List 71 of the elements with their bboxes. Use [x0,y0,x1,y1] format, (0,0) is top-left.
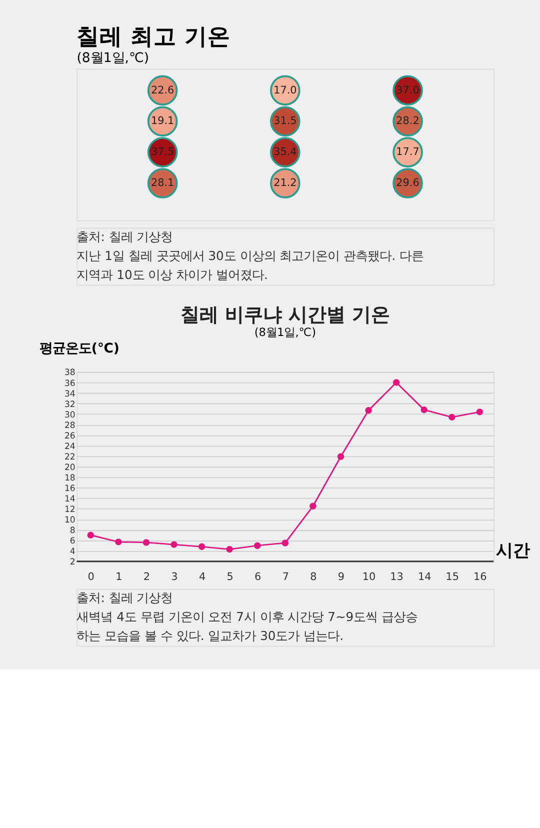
x-axis-title: 시간 [496,541,530,562]
data-label: 19.1 [150,115,174,128]
y-tick-label: 28 [64,420,76,431]
point [365,407,372,414]
x-tick-label: 10 [362,570,376,583]
point [310,502,316,510]
x-tick-label: 6 [254,570,262,583]
source-note: 출처: 칠레 기상청 [76,591,173,606]
y-tick-label: 14 [64,494,76,505]
data-label: 17.7 [396,146,420,158]
data-label: 31.5 [274,115,297,128]
point [87,532,94,538]
text: (8월1일,℃) [76,51,150,66]
y-tick-label: 4 [70,547,76,558]
chart-title: 칠레 비쿠냐 시간별 기온 [180,304,390,326]
y-tick-label: 10 [64,516,76,526]
y-tick-label: 38 [64,368,76,378]
y-tick-label: 36 [64,378,76,389]
y-tick-label: 24 [64,442,76,452]
text: 칠레 최고 기온 [76,24,231,50]
point [337,453,344,460]
x-tick-label: 1 [116,570,122,583]
y-axis-title: 평균온도(℃) [39,342,120,356]
point [198,543,206,550]
point [392,379,400,386]
x-tick-label: 15 [446,570,459,583]
data-label: 22.6 [150,84,174,96]
y-tick-label: 12 [64,505,76,516]
y-tick-label: 26 [64,431,76,442]
x-tick-label: 2 [143,570,150,583]
y-tick-label: 8 [70,526,76,536]
x-tick-label: 8 [310,570,317,583]
point [254,542,261,549]
data-label: 28.2 [396,115,420,128]
y-tick-label: 2 [70,558,76,568]
y-tick-label: 32 [64,400,76,410]
y-tick-label: 22 [64,452,76,462]
x-tick-label: 0 [88,570,94,583]
x-tick-label: 16 [474,570,487,583]
text: 새벽녘 4도 무렵 기온이 오전 7시 이후 시간당 7~9도씩 급상승 하는 모습을 볼 수 있다. 일교차가 30도가 넘는다. [76,610,418,644]
point [476,408,484,416]
data-label: 28.1 [150,177,174,190]
x-tick-label: 7 [282,570,289,583]
x-tick-label: 14 [418,570,432,583]
chart-subtitle: (8월1일,℃) [254,324,316,339]
x-tick-label: 13 [390,570,404,583]
x-tick-label: 9 [338,570,345,583]
text: 지난 1일 칠레 곳곳에서 30도 이상의 최고기온이 관측됐다. 다른 지역과 10도 이상 차이가 벌어졌다. [76,249,424,282]
data-label: 37.5 [150,146,174,158]
source-note: 출처: 칠레 기상청 [76,230,173,244]
point [448,414,456,421]
y-tick-label: 20 [64,462,76,473]
y-tick-label: 18 [64,474,76,484]
y-tick-label: 34 [64,389,76,400]
y-tick-label: 30 [64,410,76,420]
data-label: 37.0 [396,84,420,96]
point [282,540,289,546]
point [226,546,233,553]
y-tick-label: 16 [64,484,76,494]
point [115,538,122,546]
data-label: 29.6 [396,177,420,190]
x-tick-label: 4 [198,570,206,583]
point [142,539,150,546]
data-label: 21.2 [274,177,297,190]
x-tick-label: 3 [171,570,178,583]
data-label: 17.0 [274,84,297,96]
x-tick-label: 5 [226,570,234,583]
y-tick-label: 6 [70,536,76,547]
point [420,406,428,414]
point [170,541,178,548]
data-label: 35.4 [274,146,298,158]
